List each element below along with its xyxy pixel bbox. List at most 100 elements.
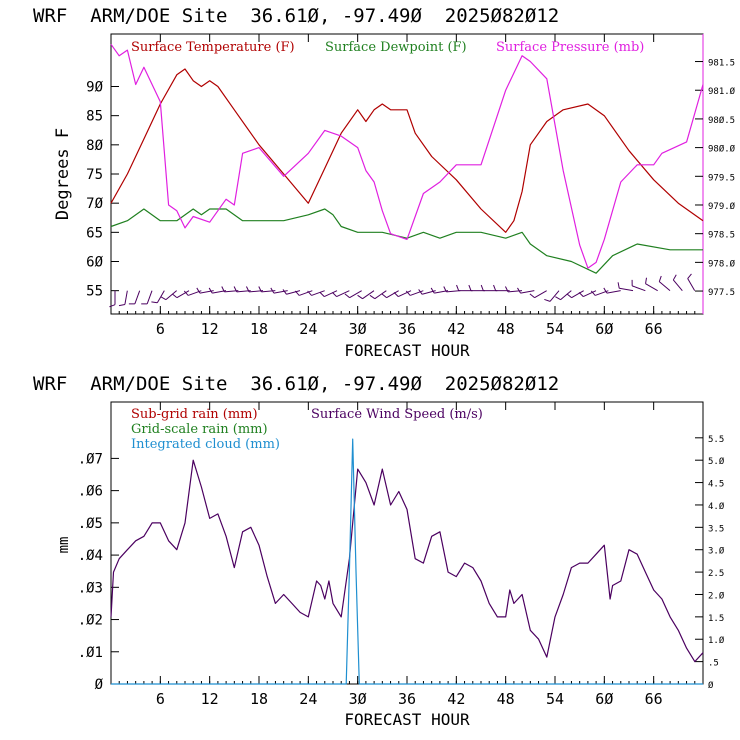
wind-barb	[645, 277, 658, 292]
wind-barb	[319, 290, 338, 298]
bottom-y2-tick-label: 5.Ø	[708, 456, 725, 467]
bottom-x-tick-label: 12	[201, 690, 219, 708]
wind-barb	[128, 290, 141, 305]
top-y2-tick-label: 978.5	[708, 231, 735, 241]
top-y-tick-label: 85	[86, 109, 103, 125]
top-y2-tick-label: 981.Ø	[708, 86, 736, 97]
bottom-x-tick-label: 18	[250, 690, 268, 708]
top-legend-dewpoint: Surface Dewpoint (F)	[325, 40, 467, 55]
bottom-series-layer	[110, 438, 704, 685]
top-y-tick-label: 6Ø	[86, 255, 103, 271]
bottom-y2-tick-label: 1.5	[708, 614, 724, 624]
bottom-y-tick-label: .Ø3	[78, 580, 103, 596]
wind-barbs	[109, 273, 696, 308]
bottom-x-axis-label: FORECAST HOUR	[344, 710, 470, 729]
top-x-tick-label: 6Ø	[595, 320, 613, 338]
wind-barb	[617, 282, 634, 292]
series-line-surface-wind-speed-m-s	[110, 459, 704, 663]
bottom-y-tick-label: .Ø7	[78, 451, 103, 467]
wind-barb	[171, 290, 190, 299]
bottom-y2-tick-label: 2.Ø	[708, 590, 725, 601]
bottom-axis-ticks: 6 12 18 24 3Ø 36 42 48 54 6Ø 66 Ø .Ø1 .Ø2 .Ø3 .Ø4 .Ø5 .Ø6…	[78, 402, 725, 708]
wind-barb	[529, 290, 547, 299]
bottom-y2-tick-label: 3.5	[708, 524, 724, 534]
wind-barb	[357, 290, 375, 300]
wind-barb	[151, 290, 165, 304]
bottom-y2-tick-label: 4.Ø	[708, 501, 725, 512]
series-line-integrated-cloud-mm	[111, 438, 703, 685]
wind-barb	[381, 290, 399, 299]
top-y2-tick-label: 981.5	[708, 59, 735, 69]
top-x-tick-label: 18	[250, 320, 268, 338]
top-x-tick-label: 42	[447, 320, 465, 338]
wind-barb	[456, 284, 473, 292]
bottom-chart-title: WRF ARM/DOE Site 36.61Ø, -97.49Ø 2025Ø82…	[33, 373, 559, 395]
wind-barb	[687, 273, 696, 291]
wind-barb	[344, 290, 362, 299]
top-y2-tick-label: 979.5	[708, 173, 735, 183]
wind-barb	[631, 279, 646, 292]
bottom-legend-gridscale-rain: Grid-scale rain (mm)	[131, 422, 268, 437]
bottom-x-tick-label: 48	[497, 690, 515, 708]
bottom-legend-wind-speed: Surface Wind Speed (m/s)	[311, 407, 483, 422]
wind-barb	[658, 275, 671, 292]
wind-barb	[331, 290, 350, 298]
wind-barb	[369, 290, 387, 300]
top-y-tick-label: 55	[86, 284, 103, 300]
wind-barb	[109, 290, 116, 308]
top-legend-pressure: Surface Pressure (mb)	[496, 40, 644, 55]
top-y2-tick-label: 978.Ø	[708, 258, 736, 269]
bottom-y-tick-label: Ø	[95, 677, 104, 693]
bottom-y-tick-label: .Ø4	[78, 548, 103, 564]
wind-barb	[578, 290, 597, 298]
wind-barb	[566, 290, 584, 299]
wind-barb	[294, 290, 313, 296]
top-y2-tick-label: 977.5	[708, 288, 735, 298]
top-y-tick-label: 75	[86, 167, 103, 183]
top-y-tick-label: 7Ø	[86, 196, 103, 212]
wind-barb	[141, 290, 153, 305]
bottom-y2-tick-label: .5	[708, 659, 719, 669]
top-y2-tick-label: 98Ø.5	[708, 115, 735, 126]
top-axis-ticks: 6 12 18 24 3Ø 36 42 48 54 6Ø 66 55 6Ø 65 7Ø 75 8Ø 85 9Ø 977…	[86, 34, 736, 338]
wind-barb	[517, 287, 535, 294]
precip-wind-panel: WRF ARM/DOE Site 36.61Ø, -97.49Ø 2025Ø82…	[33, 373, 725, 729]
wind-barb	[118, 290, 128, 307]
top-x-tick-label: 54	[546, 320, 564, 338]
bottom-y2-tick-label: 1.Ø	[708, 635, 725, 646]
top-chart-title: WRF ARM/DOE Site 36.61Ø, -97.49Ø 2025Ø82…	[33, 5, 559, 27]
top-plot-frame	[110, 33, 704, 315]
bottom-y2-tick-label: 5.5	[708, 435, 724, 445]
bottom-x-tick-label: 54	[546, 690, 564, 708]
wind-barb	[443, 286, 461, 293]
wind-barb	[393, 290, 412, 298]
series-line-surface-dewpoint-f	[110, 208, 703, 274]
top-series-layer	[110, 43, 704, 274]
top-x-tick-label: 48	[497, 320, 515, 338]
wind-barb	[307, 290, 325, 296]
wind-barb	[480, 284, 498, 292]
bottom-x-tick-label: 42	[447, 690, 465, 708]
top-y-tick-label: 9Ø	[86, 80, 103, 96]
top-x-tick-label: 66	[645, 320, 663, 338]
wind-barb	[468, 284, 485, 292]
wind-barb	[555, 290, 572, 301]
wind-barb	[405, 290, 424, 296]
top-x-tick-label: 24	[299, 320, 317, 338]
bottom-y2-tick-label: 2.5	[708, 569, 724, 579]
top-x-axis-label: FORECAST HOUR	[344, 341, 470, 360]
bottom-x-tick-label: 3Ø	[349, 690, 367, 708]
top-y-axis-label: Degrees F	[53, 128, 73, 220]
bottom-x-tick-label: 36	[398, 690, 416, 708]
bottom-y-axis-label: mm	[56, 537, 72, 554]
bottom-y2-tick-label: Ø	[708, 680, 714, 691]
top-x-tick-label: 12	[201, 320, 219, 338]
bottom-y-tick-label: .Ø2	[78, 613, 103, 629]
bottom-y2-tick-label: 3.Ø	[708, 546, 725, 557]
bottom-legend-subgrid-rain: Sub-grid rain (mm)	[131, 407, 258, 422]
wind-barb	[544, 290, 560, 302]
top-y-tick-label: 8Ø	[86, 138, 103, 154]
top-y2-tick-label: 98Ø.Ø	[708, 144, 736, 155]
top-x-tick-label: 6	[156, 320, 165, 338]
